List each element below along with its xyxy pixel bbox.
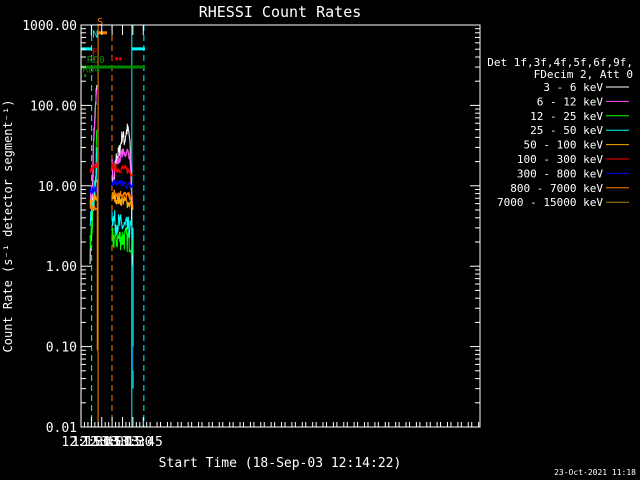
legend: Det 1f,3f,4f,5f,6f,9f,FDecim 2, Att 03 -… [487,56,633,209]
series-line-4-seg-1 [111,191,134,210]
y-tick-label-2: 10.00 [38,180,77,195]
x-tick-label-1: 12:30 [72,435,111,450]
flag-label-4: RD4 [83,65,101,76]
x-tick-label-2: 12:45 [82,435,121,450]
legend-label-3: 25 - 50 keV [530,124,603,137]
flag-label-0: N [92,29,98,40]
chart-title: RHESSI Count Rates [199,3,362,21]
y-tick-label-4: 0.10 [46,341,77,356]
series-line-5-seg-0 [89,161,98,173]
series-line-7-seg-0 [89,205,98,212]
legend-label-4: 50 - 100 keV [524,139,604,152]
x-tick-label-4: 13:15 [103,435,142,450]
legend-label-6: 300 - 800 keV [517,167,603,180]
flag-label-3: RD0 [87,55,105,66]
y-tick-label-5: 0.01 [46,421,77,436]
series-line-3-seg-0 [89,147,98,227]
legend-label-7: 800 - 7000 keV [510,182,603,195]
legend-label-0: 3 - 6 keV [543,81,603,94]
y-tick-label-3: 1.00 [46,260,77,275]
y-axis-label: Count Rate (s⁻¹ detector segment⁻¹) [1,100,15,353]
series-line-7-seg-1 [111,189,134,202]
x-tick-label-6: 13:45 [124,435,163,450]
legend-label-1: 6 - 12 keV [537,95,604,108]
legend-label-8: 7000 - 15000 keV [497,196,603,209]
legend-label-2: 12 - 25 keV [530,110,603,123]
series-line-4-seg-0 [89,194,98,209]
plot-frame [80,24,481,428]
legend-label-5: 100 - 300 keV [517,153,603,166]
y-tick-label-0: 1000.00 [22,19,77,34]
flag-label-2: F [92,48,98,59]
x-tick-label-0: 12:15 [61,435,100,450]
series-line-6-seg-1 [111,178,134,189]
series-line-6-seg-0 [89,185,98,196]
legend-header-0: Det 1f,3f,4f,5f,6f,9f, [487,56,633,69]
flag-label-1: S [97,17,103,28]
timestamp: 23-Oct-2021 11:18 [554,468,636,477]
series-line-1-seg-0 [89,88,98,203]
series-line-3-seg-1 [111,210,134,239]
series-line-5-seg-1 [111,162,134,177]
x-tick-label-3: 13:00 [93,435,132,450]
x-axis-label: Start Time (18-Sep-03 12:14:22) [159,456,402,471]
legend-header-1: FDecim 2, Att 0 [534,68,633,81]
x-tick-label-5: 13:30 [113,435,152,450]
y-tick-label-1: 100.00 [30,99,77,114]
